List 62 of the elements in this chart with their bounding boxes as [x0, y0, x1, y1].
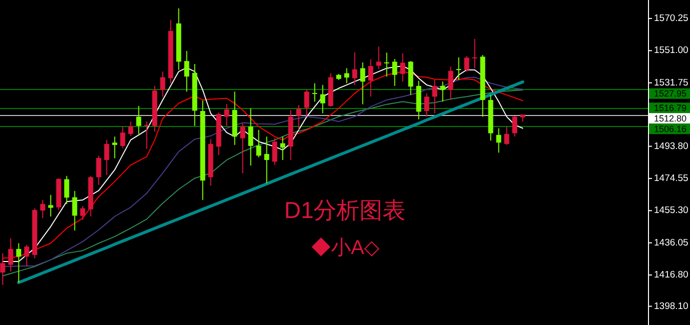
candlestick — [320, 84, 326, 114]
candlestick — [304, 89, 310, 118]
candlestick — [144, 121, 150, 150]
candlestick — [136, 105, 142, 134]
candlestick — [104, 139, 110, 176]
y-tick-label: 1436.05 — [654, 237, 688, 248]
candlestick — [224, 103, 230, 126]
candlestick — [400, 52, 406, 82]
candlestick — [112, 136, 118, 159]
candlestick — [440, 81, 446, 102]
candlestick — [464, 56, 470, 72]
candlestick — [384, 52, 390, 78]
candlestick — [472, 38, 478, 69]
annotation: D1分析图表 — [284, 197, 406, 223]
candlestick — [256, 129, 262, 158]
candlestick — [24, 244, 30, 267]
candlestick — [16, 242, 22, 284]
candlestick — [96, 155, 102, 186]
candlestick — [504, 126, 510, 146]
candlestick — [360, 62, 366, 105]
candlestick — [8, 238, 14, 272]
candlestick — [160, 71, 166, 98]
y-tick-label: 1455.30 — [654, 205, 688, 216]
candlestick — [248, 108, 254, 166]
candlestick — [40, 199, 46, 219]
candlestick — [312, 82, 318, 102]
candlestick — [280, 136, 286, 160]
candlestick — [72, 190, 78, 232]
candlestick — [424, 92, 430, 118]
candlestick — [512, 116, 518, 138]
candlestick — [0, 252, 6, 286]
candlestick — [48, 194, 54, 217]
y-tick-label: 1551.00 — [654, 45, 688, 56]
candlestick — [496, 128, 502, 154]
y-tick-label: 1531.75 — [654, 77, 688, 88]
candlestick — [80, 206, 86, 220]
candlestick — [184, 50, 190, 92]
candlestick — [376, 46, 382, 70]
y-tick-label: 1493.80 — [654, 140, 688, 152]
ref-line-label: 1516.79 — [654, 102, 687, 113]
candlestick — [272, 138, 278, 166]
y-tick-label: 1474.55 — [654, 172, 688, 184]
candlestick — [456, 56, 462, 80]
ref-line-label: 1512.80 — [654, 113, 687, 124]
candlestick — [128, 121, 134, 136]
y-tick-label: 1416.80 — [654, 270, 688, 281]
candlestick — [344, 68, 350, 84]
candlestick — [432, 79, 438, 114]
candlestick — [368, 58, 374, 98]
ref-line-label: 1506.16 — [654, 124, 687, 134]
candlestick — [120, 126, 126, 149]
candlestick — [264, 136, 270, 184]
annotation: ◆小A◇ — [310, 237, 380, 259]
candlestick — [352, 52, 358, 86]
candlestick — [448, 66, 454, 100]
ref-line-label: 1527.95 — [654, 88, 687, 99]
y-tick-label: 1398.10 — [654, 300, 688, 312]
candlestick — [296, 104, 302, 130]
candlestick — [240, 122, 246, 174]
candlestick — [392, 58, 398, 86]
y-tick-label: 1570.25 — [654, 12, 688, 24]
candlestick — [64, 175, 70, 204]
